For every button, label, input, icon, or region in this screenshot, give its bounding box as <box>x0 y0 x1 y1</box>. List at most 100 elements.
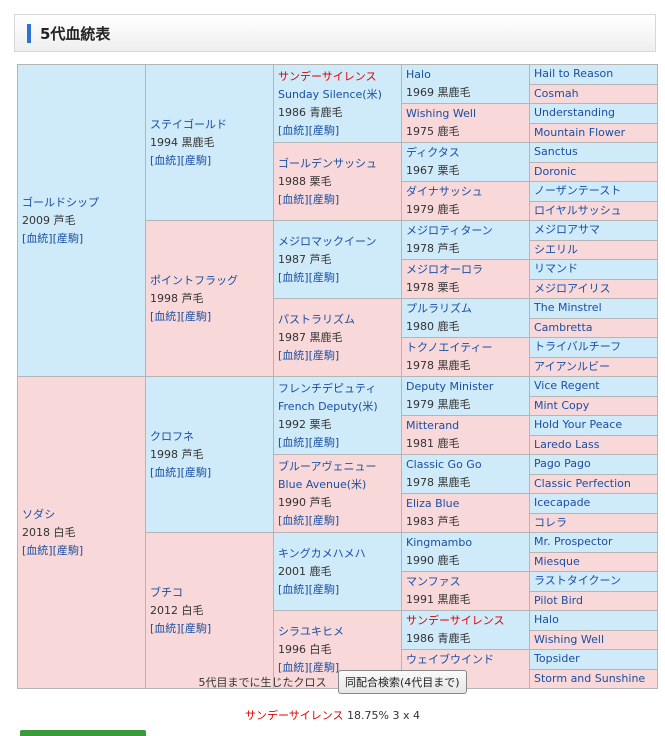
ancestor-info: 1992 栗毛 <box>278 417 332 431</box>
ancestor-name[interactable]: ディクタス <box>406 146 460 159</box>
pedigree-cell-g3: パストラリズム 1987 黒鹿毛 [血統][産駒] <box>273 298 402 377</box>
ancestor-name[interactable]: メジロティターン <box>406 224 493 237</box>
ancestor-name[interactable]: パストラリズム <box>278 312 355 326</box>
foal-link[interactable]: [産駒] <box>308 513 340 527</box>
ancestor-name[interactable]: ゴールデンサッシュ <box>278 156 377 170</box>
ancestor-name[interactable]: Doronic <box>534 164 577 178</box>
ancestor-name[interactable]: サンデーサイレンス <box>278 69 377 83</box>
ancestor-name[interactable]: Miesque <box>534 554 580 568</box>
ancestor-name[interactable]: ポイントフラッグ <box>150 273 238 287</box>
ancestor-name[interactable]: Pago Pago <box>534 457 591 471</box>
foal-link[interactable]: [産駒] <box>180 309 212 323</box>
bloodline-link[interactable]: [血統] <box>278 513 309 527</box>
ancestor-name[interactable]: コレラ <box>534 515 567 529</box>
ancestor-name[interactable]: Mr. Prospector <box>534 535 613 549</box>
ancestor-name[interactable]: Halo <box>534 613 559 627</box>
ancestor-name[interactable]: メジロマックイーン <box>278 234 377 248</box>
pedigree-cell-g4: Eliza Blue 1983 芦毛 <box>401 493 530 533</box>
ancestor-name[interactable]: ゴールドシップ <box>22 195 99 209</box>
foal-link[interactable]: [産駒] <box>308 435 340 449</box>
ancestor-name[interactable]: フレンチデピュティ <box>278 381 377 395</box>
ancestor-name[interactable]: Sanctus <box>534 145 578 159</box>
foal-link[interactable]: [産駒] <box>180 465 212 479</box>
ancestor-name[interactable]: シラユキヒメ <box>278 624 344 638</box>
ancestor-name[interactable]: ウェイブウインド <box>406 653 494 666</box>
ancestor-name[interactable]: Laredo Lass <box>534 437 600 451</box>
ancestor-name[interactable]: メジロオーロラ <box>406 263 483 276</box>
ancestor-name[interactable]: ラストタイクーン <box>534 574 622 588</box>
ancestor-name[interactable]: ロイヤルサッシュ <box>534 203 622 217</box>
ancestor-name[interactable]: メジロアイリス <box>534 281 611 295</box>
ancestor-name[interactable]: トライバルチーフ <box>534 340 622 354</box>
ancestor-name[interactable]: クロフネ <box>150 429 194 443</box>
ancestor-name[interactable]: Mint Copy <box>534 398 590 412</box>
foal-link[interactable]: [産駒] <box>180 621 212 635</box>
ancestor-name[interactable]: Pilot Bird <box>534 593 583 607</box>
ancestor-name[interactable]: Kingmambo <box>406 536 473 549</box>
bloodline-link[interactable]: [血統] <box>278 582 309 596</box>
ancestor-name[interactable]: Vice Regent <box>534 379 600 393</box>
foal-link[interactable]: [産駒] <box>180 153 212 167</box>
bloodline-link[interactable]: [血統] <box>150 309 181 323</box>
ancestor-name[interactable]: キングカメハメハ <box>278 546 366 560</box>
bloodline-link[interactable]: [血統] <box>150 621 181 635</box>
ancestor-name[interactable]: シエリル <box>534 242 578 256</box>
foal-link[interactable]: [産駒] <box>308 123 340 137</box>
ancestor-alt-name[interactable]: Sunday Silence(米) <box>278 87 382 101</box>
ancestor-name[interactable]: ブチコ <box>150 585 183 599</box>
foal-link[interactable]: [産駒] <box>52 231 84 245</box>
ancestor-name[interactable]: Hold Your Peace <box>534 418 623 432</box>
pedigree-row: トクノエイティー 1978 黒鹿毛 トライバルチーフ <box>18 337 658 377</box>
ancestor-name[interactable]: ブルーアヴェニュー <box>278 459 377 473</box>
foal-link[interactable]: [産駒] <box>308 582 340 596</box>
ancestor-name[interactable]: Icecapade <box>534 496 591 510</box>
ancestor-name[interactable]: アイアンルビー <box>534 359 611 373</box>
ancestor-name[interactable]: Deputy Minister <box>406 380 494 393</box>
ancestor-name[interactable]: ステイゴールド <box>150 117 227 131</box>
ancestor-name[interactable]: Classic Perfection <box>534 476 631 490</box>
ancestor-name[interactable]: Wishing Well <box>534 632 605 646</box>
ancestor-name[interactable]: Wishing Well <box>406 107 477 120</box>
bloodline-link[interactable]: [血統] <box>278 435 309 449</box>
bloodline-link[interactable]: [血統] <box>278 348 309 362</box>
bloodline-link[interactable]: [血統] <box>278 270 309 284</box>
ancestor-name[interactable]: Classic Go Go <box>406 458 482 471</box>
foal-link[interactable]: [産駒] <box>308 192 340 206</box>
bloodline-link[interactable]: [血統] <box>278 660 309 674</box>
ancestor-name[interactable]: メジロアサマ <box>534 223 600 237</box>
ancestor-name[interactable]: ソダシ <box>22 507 56 521</box>
ancestor-name[interactable]: Storm and Sunshine <box>534 671 646 685</box>
ancestor-name[interactable]: サンデーサイレンス <box>406 614 505 627</box>
ancestor-name[interactable]: Halo <box>406 68 431 81</box>
ancestor-name[interactable]: マンファス <box>406 575 461 588</box>
bloodline-link[interactable]: [血統] <box>278 123 309 137</box>
ancestor-name[interactable]: Understanding <box>534 106 616 120</box>
ancestor-name[interactable]: ノーザンテースト <box>534 184 622 198</box>
bloodline-link[interactable]: [血統] <box>150 153 181 167</box>
ancestor-name[interactable]: リマンド <box>534 262 578 276</box>
same-mating-search-button[interactable]: 同配合検索(4代目まで) <box>337 670 467 694</box>
ancestor-name[interactable]: プルラリズム <box>406 302 472 315</box>
ancestor-name[interactable]: Mountain Flower <box>534 125 626 139</box>
bloodline-link[interactable]: [血統] <box>150 465 181 479</box>
ancestor-name[interactable]: Cosmah <box>534 86 579 100</box>
ancestor-name[interactable]: The Minstrel <box>534 301 602 315</box>
ancestor-alt-name[interactable]: Blue Avenue(米) <box>278 477 367 491</box>
foal-link[interactable]: [産駒] <box>308 270 340 284</box>
ancestor-name[interactable]: ダイナサッシュ <box>406 185 483 198</box>
page-title: 5代血統表 <box>40 25 111 43</box>
cross-horse-link[interactable]: サンデーサイレンス <box>244 709 344 722</box>
ancestor-alt-name[interactable]: French Deputy(米) <box>278 399 378 413</box>
ancestor-name[interactable]: Hail to Reason <box>534 67 614 81</box>
foal-link[interactable]: [産駒] <box>308 660 340 674</box>
bloodline-link[interactable]: [血統] <box>22 543 53 557</box>
bloodline-link[interactable]: [血統] <box>22 231 53 245</box>
foal-link[interactable]: [産駒] <box>308 348 340 362</box>
ancestor-name[interactable]: トクノエイティー <box>406 341 493 354</box>
ancestor-name[interactable]: Topsider <box>534 652 580 666</box>
ancestor-name[interactable]: Cambretta <box>534 320 593 334</box>
ancestor-name[interactable]: Eliza Blue <box>406 497 460 510</box>
bloodline-link[interactable]: [血統] <box>278 192 309 206</box>
foal-link[interactable]: [産駒] <box>52 543 84 557</box>
ancestor-name[interactable]: Mitterand <box>406 419 460 432</box>
